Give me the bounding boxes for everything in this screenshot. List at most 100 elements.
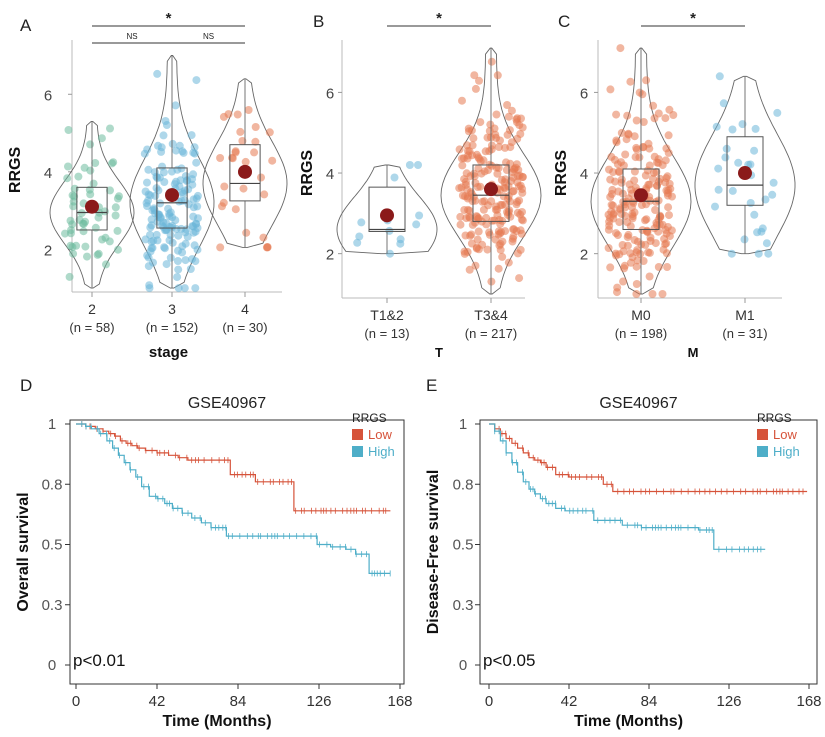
significance-label: * <box>436 10 442 27</box>
data-point <box>471 261 480 270</box>
data-point <box>616 44 625 53</box>
data-point <box>508 237 517 246</box>
data-point <box>505 126 514 135</box>
data-point <box>606 263 615 272</box>
y-tick-label: 4 <box>326 166 334 183</box>
data-point <box>606 175 615 184</box>
data-point <box>455 145 464 154</box>
data-point <box>712 122 721 131</box>
x-tick-label: M1 <box>735 307 755 323</box>
group-count-label: (n = 198) <box>615 326 667 341</box>
data-point <box>97 134 106 143</box>
data-point <box>483 245 492 254</box>
data-point <box>727 249 736 258</box>
data-point <box>149 236 158 245</box>
data-point <box>487 57 496 66</box>
data-point <box>171 216 180 225</box>
data-point <box>186 265 195 273</box>
x-tick-label: 42 <box>149 693 166 710</box>
data-point <box>612 138 621 147</box>
data-point <box>251 137 260 146</box>
data-point <box>612 251 621 260</box>
data-point <box>233 110 242 119</box>
data-point <box>160 243 169 252</box>
data-point <box>623 241 632 250</box>
data-point <box>511 163 520 172</box>
data-point <box>456 220 465 229</box>
legend-swatch-low <box>757 429 768 440</box>
data-point <box>663 189 672 198</box>
data-point <box>465 206 474 215</box>
data-point <box>738 120 747 129</box>
data-point <box>654 109 663 118</box>
data-point <box>769 178 778 187</box>
box <box>368 186 406 232</box>
y-tick-label: 0 <box>48 657 56 674</box>
data-point <box>498 201 506 210</box>
survival-curve-low <box>76 423 391 512</box>
data-point <box>728 125 737 134</box>
panel-e-survival-chart: GSE40967 0 42 84 126 168 Time (Months) 0 0.3 0.5 0… <box>425 395 822 730</box>
data-point <box>143 178 151 187</box>
data-point <box>654 159 663 167</box>
data-point <box>69 249 78 258</box>
data-point <box>658 290 667 298</box>
data-point <box>70 184 79 193</box>
data-point <box>191 257 200 266</box>
data-point <box>81 217 90 226</box>
data-point <box>663 263 672 271</box>
violin-outline <box>694 75 796 255</box>
data-point <box>661 156 670 165</box>
data-point <box>216 243 225 252</box>
data-point <box>652 218 661 227</box>
mean-dot <box>634 188 648 203</box>
data-point <box>485 228 494 237</box>
data-point <box>661 114 670 123</box>
data-point <box>468 141 477 150</box>
data-point <box>173 273 182 282</box>
data-point <box>617 175 626 184</box>
data-point <box>158 162 167 171</box>
data-point <box>606 193 615 201</box>
legend-swatch-high <box>757 446 768 457</box>
data-point <box>91 223 100 232</box>
data-point <box>750 210 759 219</box>
data-point <box>216 154 225 162</box>
data-point <box>79 227 88 236</box>
legend-label-low: Low <box>773 427 797 442</box>
mean-dot <box>484 182 498 197</box>
data-point <box>617 158 625 167</box>
data-point <box>159 131 168 140</box>
data-point <box>635 153 644 162</box>
data-point <box>172 146 181 155</box>
data-point <box>496 136 504 145</box>
data-point <box>353 238 362 247</box>
data-point <box>502 166 511 174</box>
data-point <box>494 264 503 273</box>
data-point <box>746 199 755 207</box>
chart-title: GSE40967 <box>188 395 266 412</box>
panel-d-survival-chart: GSE40967 0 42 84 126 168 Time (Months) 0 0.3 0.5 0… <box>15 395 413 730</box>
box <box>726 136 764 206</box>
mean-dot <box>738 166 752 181</box>
data-point <box>632 280 641 288</box>
y-tick-label: 2 <box>326 247 334 264</box>
data-point <box>180 284 189 293</box>
data-point <box>390 173 399 182</box>
data-point <box>665 232 674 241</box>
data-point <box>114 245 122 254</box>
mean-dot <box>238 164 252 179</box>
y-tick-label: 1 <box>459 416 467 433</box>
data-point <box>659 245 668 254</box>
data-point <box>80 163 89 172</box>
data-point <box>105 237 114 246</box>
data-point <box>141 235 150 244</box>
data-point <box>174 284 183 293</box>
x-tick-label: T1&2 <box>370 307 404 323</box>
data-point <box>715 72 724 81</box>
data-point <box>645 272 654 281</box>
y-tick-label: 0.3 <box>453 597 474 614</box>
x-tick-label: 0 <box>72 693 80 710</box>
data-point <box>488 216 497 225</box>
